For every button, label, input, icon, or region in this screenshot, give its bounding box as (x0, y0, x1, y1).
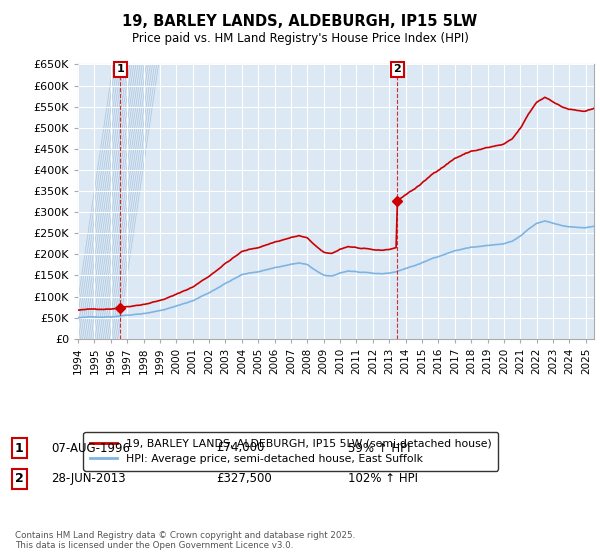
Text: 59% ↑ HPI: 59% ↑ HPI (348, 441, 410, 455)
Text: 28-JUN-2013: 28-JUN-2013 (51, 472, 125, 486)
Text: 102% ↑ HPI: 102% ↑ HPI (348, 472, 418, 486)
Text: 1: 1 (116, 64, 124, 74)
Text: 2: 2 (15, 472, 24, 486)
Text: £74,000: £74,000 (216, 441, 265, 455)
Text: 2: 2 (394, 64, 401, 74)
Legend: 19, BARLEY LANDS, ALDEBURGH, IP15 5LW (semi-detached house), HPI: Average price,: 19, BARLEY LANDS, ALDEBURGH, IP15 5LW (s… (83, 432, 498, 470)
Text: 07-AUG-1996: 07-AUG-1996 (51, 441, 130, 455)
Text: Price paid vs. HM Land Registry's House Price Index (HPI): Price paid vs. HM Land Registry's House … (131, 32, 469, 45)
Text: 1: 1 (15, 441, 24, 455)
Text: £327,500: £327,500 (216, 472, 272, 486)
Text: 19, BARLEY LANDS, ALDEBURGH, IP15 5LW: 19, BARLEY LANDS, ALDEBURGH, IP15 5LW (122, 14, 478, 29)
Text: Contains HM Land Registry data © Crown copyright and database right 2025.
This d: Contains HM Land Registry data © Crown c… (15, 530, 355, 550)
